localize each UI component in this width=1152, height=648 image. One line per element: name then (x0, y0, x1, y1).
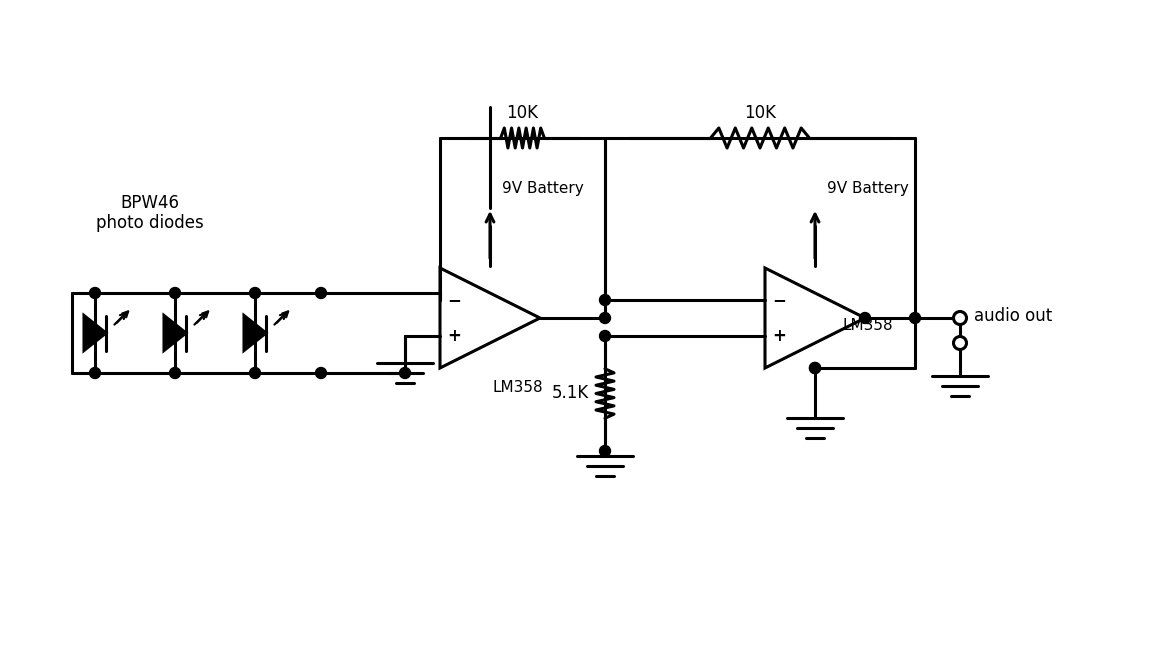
Polygon shape (164, 316, 185, 351)
Circle shape (954, 312, 967, 325)
Circle shape (859, 312, 871, 323)
Text: 9V Battery: 9V Battery (502, 181, 584, 196)
Text: BPW46
photo diodes: BPW46 photo diodes (96, 194, 204, 233)
Text: +: + (447, 327, 461, 345)
Text: 10K: 10K (744, 104, 776, 122)
Text: −: − (772, 291, 786, 309)
Polygon shape (84, 316, 106, 351)
Circle shape (954, 336, 967, 349)
Circle shape (250, 367, 260, 378)
Circle shape (316, 367, 326, 378)
Circle shape (400, 367, 410, 378)
Text: 9V Battery: 9V Battery (827, 181, 909, 196)
Text: audio out: audio out (973, 307, 1052, 325)
Circle shape (316, 288, 326, 299)
Text: LM358: LM358 (843, 319, 894, 334)
Circle shape (169, 288, 181, 299)
Circle shape (599, 446, 611, 456)
Circle shape (169, 367, 181, 378)
Circle shape (90, 288, 100, 299)
Text: 10K: 10K (507, 104, 538, 122)
Polygon shape (244, 316, 266, 351)
Circle shape (810, 362, 820, 373)
Circle shape (810, 362, 820, 373)
Text: 5.1K: 5.1K (552, 384, 589, 402)
Circle shape (599, 312, 611, 323)
Circle shape (90, 367, 100, 378)
Text: −: − (447, 291, 461, 309)
Circle shape (250, 288, 260, 299)
Text: LM358: LM358 (493, 380, 544, 395)
Circle shape (909, 312, 920, 323)
Text: +: + (772, 327, 786, 345)
Circle shape (599, 294, 611, 305)
Circle shape (599, 330, 611, 341)
